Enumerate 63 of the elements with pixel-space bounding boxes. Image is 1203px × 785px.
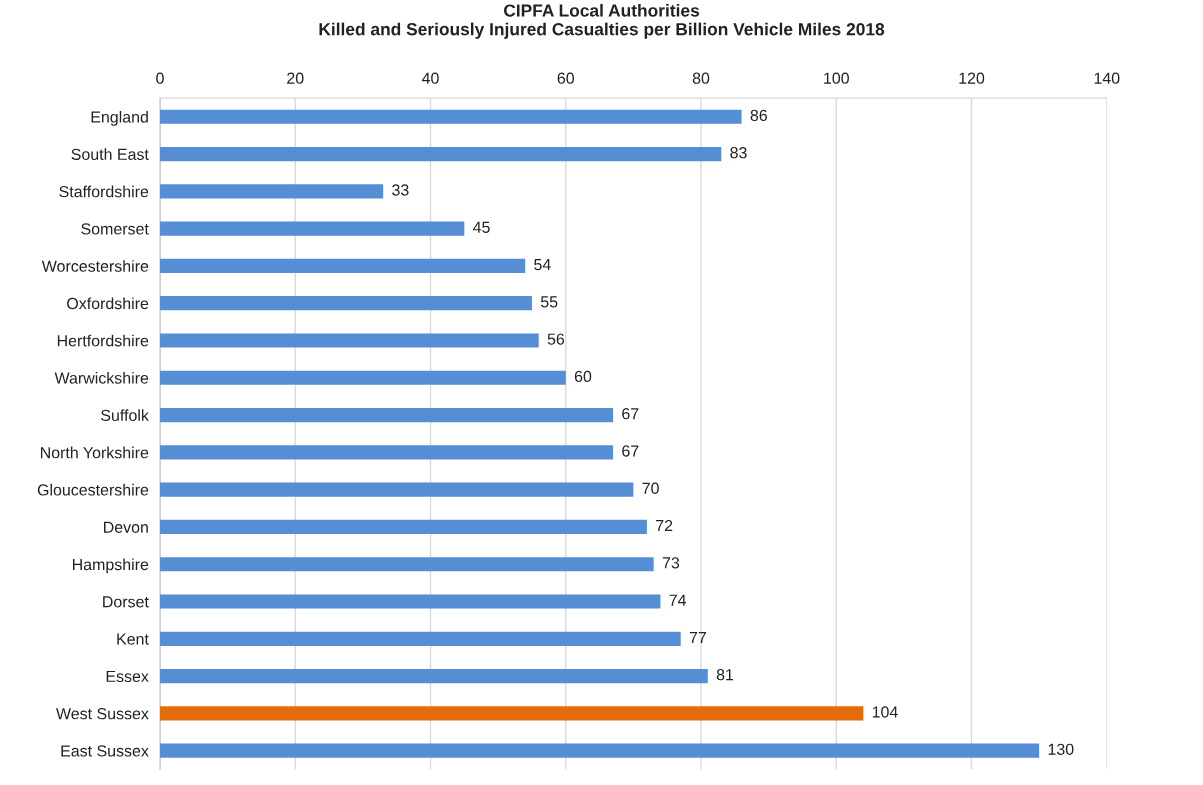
bar [160, 333, 539, 348]
data-label: 54 [534, 259, 551, 271]
bar [160, 482, 634, 497]
y-tick-label: East Sussex [61, 745, 149, 757]
data-label: 70 [642, 482, 659, 494]
y-tick-label: South East [71, 148, 149, 160]
bar [160, 146, 722, 162]
y-tick-label: Dorset [103, 596, 149, 608]
data-label: 73 [662, 557, 680, 569]
data-label: 45 [473, 221, 490, 233]
data-label: 72 [656, 519, 673, 532]
bar [160, 743, 1040, 758]
bar [160, 221, 465, 236]
bar [160, 557, 654, 572]
data-label: 86 [750, 109, 767, 122]
bar [160, 184, 384, 199]
data-label: 33 [392, 184, 409, 196]
data-label: 60 [574, 370, 592, 383]
bar [160, 258, 526, 273]
y-tick-label: West Sussex [56, 708, 149, 720]
x-tick-label: 20 [287, 72, 304, 84]
y-tick-label: Hertfordshire [57, 334, 149, 347]
bar [160, 296, 532, 311]
x-tick-label: 0 [156, 72, 164, 84]
x-tick-label: 60 [557, 72, 575, 84]
y-tick-label: Warwickshire [54, 371, 149, 384]
y-tick-label: Gloucestershire [37, 483, 149, 496]
data-label: 81 [716, 669, 734, 681]
bar [160, 594, 661, 609]
y-tick-label: North Yorkshire [40, 446, 149, 459]
y-tick-label: England [91, 110, 148, 126]
y-tick-label: Somerset [81, 223, 149, 235]
data-label: 104 [872, 706, 898, 718]
y-tick-label: Kent [117, 633, 149, 645]
y-tick-label: Essex [106, 670, 149, 683]
y-tick-label: Worcestershire [41, 260, 149, 272]
data-label: 56 [547, 333, 565, 345]
bar [160, 407, 614, 423]
y-tick-label: Suffolk [101, 409, 149, 422]
data-label: 74 [669, 594, 687, 606]
y-tick-label: Devon [104, 521, 148, 533]
data-label: 130 [1048, 743, 1074, 755]
x-tick-label: 140 [1094, 72, 1120, 84]
data-label: 67 [622, 408, 639, 420]
bar [160, 445, 614, 460]
bar [160, 706, 864, 721]
data-label: 83 [730, 147, 747, 159]
data-label: 55 [540, 296, 558, 308]
x-tick-label: 80 [692, 72, 710, 84]
bar [160, 519, 647, 535]
y-tick-label: Staffordshire [59, 185, 149, 198]
bar [160, 370, 566, 385]
bar [160, 669, 708, 684]
bar [160, 631, 681, 646]
y-tick-label: Oxfordshire [67, 297, 149, 310]
x-tick-label: 120 [959, 72, 985, 84]
data-label: 77 [689, 631, 707, 643]
y-tick-label: Hampshire [72, 558, 149, 574]
x-tick-label: 100 [824, 72, 849, 84]
bar [160, 109, 742, 124]
x-tick-label: 40 [421, 72, 439, 84]
data-label: 67 [622, 445, 639, 457]
chart-title: CIPFA Local Authorities Killed and Seriously Injured Casualties per Billion Vehicle Miles 2018 [319, 3, 885, 39]
